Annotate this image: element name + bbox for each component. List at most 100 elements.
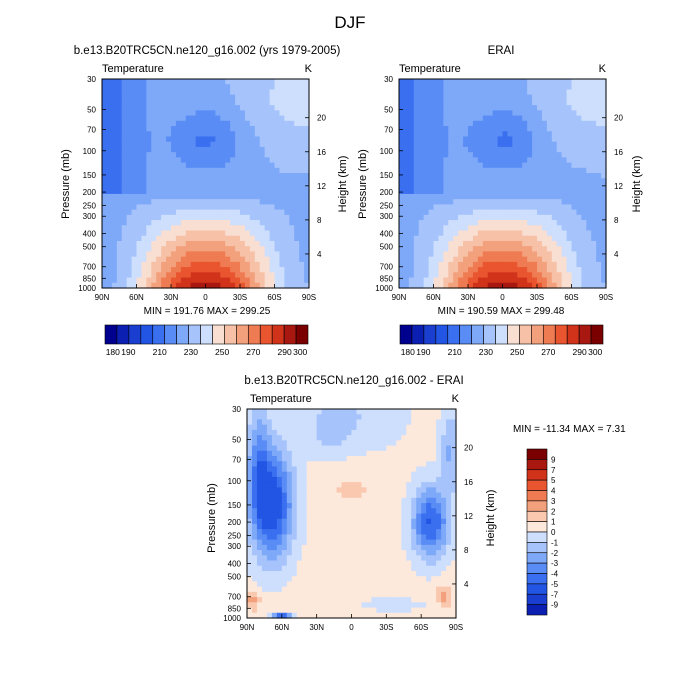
contour-cell: [294, 115, 300, 122]
contour-cell: [291, 466, 298, 473]
contour-cell: [371, 539, 377, 546]
contour-cell: [601, 282, 607, 289]
contour-cell: [426, 461, 432, 468]
contour-cell: [281, 414, 288, 421]
contour-cell: [200, 193, 207, 200]
contour-cell: [141, 84, 147, 91]
contour-cell: [210, 99, 216, 106]
contour-cell: [341, 544, 348, 551]
contour-cell: [141, 204, 147, 211]
contour-cell: [215, 183, 221, 190]
contour-cell: [215, 225, 221, 232]
contour-cell: [121, 89, 128, 96]
y-tick-label: 250: [380, 201, 394, 210]
contour-cell: [487, 105, 494, 111]
contour-cell: [121, 157, 128, 164]
contour-cell: [220, 256, 226, 263]
contour-cell: [541, 115, 548, 122]
contour-cell: [451, 570, 457, 577]
contour-cell: [102, 126, 108, 132]
contour-cell: [111, 225, 118, 232]
contour-cell: [356, 456, 363, 462]
contour-cell: [401, 419, 407, 426]
contour-cell: [512, 235, 518, 242]
contour-cell: [316, 539, 323, 546]
contour-cell: [311, 445, 318, 452]
contour-cell: [180, 105, 187, 111]
contour-cell: [111, 183, 118, 190]
contour-cell: [326, 429, 333, 436]
contour-cell: [161, 126, 167, 132]
contour-cell: [301, 492, 308, 499]
contour-cell: [436, 534, 442, 541]
contour-cell: [436, 586, 442, 593]
contour-cell: [401, 429, 407, 436]
contour-cell: [180, 178, 187, 185]
contour-cell: [151, 246, 157, 253]
contour-cell: [537, 99, 543, 106]
contour-cell: [381, 435, 387, 441]
contour-cell: [396, 440, 402, 447]
contour-cell: [106, 89, 113, 96]
contour-cell: [286, 570, 293, 577]
contour-cell: [230, 162, 236, 169]
contour-cell: [436, 560, 442, 567]
contour-cell: [527, 141, 533, 148]
contour-cell: [487, 214, 494, 221]
contour-cell: [286, 461, 293, 468]
contour-cell: [346, 565, 353, 572]
contour-cell: [571, 126, 578, 132]
contour-cell: [146, 162, 152, 169]
contour-cell: [468, 157, 474, 164]
contour-cell: [331, 456, 338, 462]
contour-cell: [225, 272, 231, 279]
y-axis-label: Pressure (mb): [60, 149, 72, 219]
contour-cell: [146, 272, 152, 279]
contour-cell: [566, 126, 573, 132]
contour-cell: [561, 282, 568, 289]
contour-cell: [106, 183, 113, 190]
contour-cell: [468, 152, 474, 158]
contour-cell: [551, 126, 558, 132]
contour-cell: [512, 79, 518, 85]
contour-cell: [251, 419, 258, 426]
contour-cell: [274, 141, 281, 148]
contour-cell: [284, 183, 290, 190]
contour-cell: [381, 482, 387, 488]
contour-cell: [433, 84, 440, 91]
contour-cell: [426, 518, 432, 525]
contour-cell: [546, 152, 553, 158]
contour-cell: [477, 251, 484, 258]
contour-cell: [446, 570, 452, 577]
contour-cell: [166, 199, 172, 205]
contour-cell: [121, 209, 128, 216]
contour-cell: [294, 225, 300, 232]
contour-cell: [418, 89, 425, 96]
contour-cell: [289, 146, 295, 153]
contour-cell: [205, 256, 212, 263]
contour-cell: [210, 152, 216, 158]
contour-cell: [381, 555, 387, 562]
contour-cell: [433, 193, 440, 200]
contour-cell: [321, 513, 328, 520]
contour-cell: [251, 534, 258, 541]
contour-cell: [356, 513, 363, 520]
contour-cell: [482, 282, 489, 289]
contour-cell: [408, 240, 415, 247]
contour-cell: [175, 89, 182, 96]
contour-cell: [443, 157, 449, 164]
contour-cell: [106, 141, 113, 148]
contour-cell: [537, 251, 543, 258]
contour-cell: [566, 89, 573, 96]
contour-cell: [126, 183, 133, 190]
contour-cell: [416, 492, 422, 499]
contour-cell: [254, 120, 261, 127]
contour-cell: [261, 508, 268, 515]
contour-cell: [299, 141, 305, 148]
contour-cell: [586, 115, 592, 122]
contour-cell: [441, 576, 447, 583]
contour-cell: [418, 115, 425, 122]
contour-cell: [316, 560, 323, 567]
contour-cell: [586, 256, 592, 263]
contour-cell: [418, 146, 425, 153]
